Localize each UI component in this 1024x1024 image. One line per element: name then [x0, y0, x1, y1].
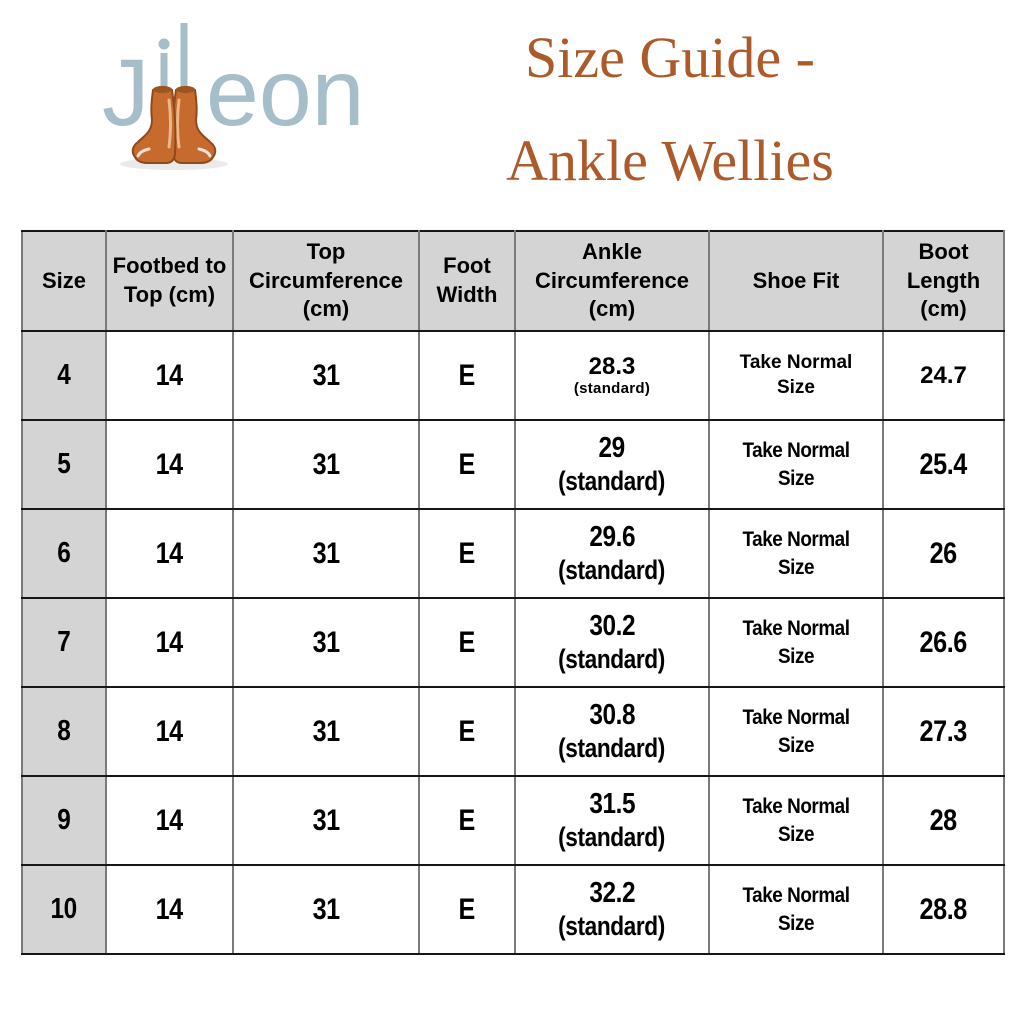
boot-length-cell: 26 [882, 508, 1005, 599]
size-cell: 5 [21, 419, 107, 510]
top-circumference-cell: 31 [232, 864, 420, 955]
top-circumference-cell: 31 [232, 686, 420, 777]
shoe-fit-cell: Take Normal Size [708, 419, 884, 510]
size-guide-table: Size Footbed to Top (cm) Top Circumferen… [21, 230, 1005, 955]
header-footbed-to-top: Footbed to Top (cm) [105, 230, 234, 332]
size-cell: 6 [21, 508, 107, 599]
foot-width-cell: E [418, 597, 516, 688]
top-circumference-cell: 31 [232, 330, 420, 421]
foot-width-cell: E [418, 775, 516, 866]
ankle-circumference-cell: 28.3 (standard) [514, 330, 710, 421]
table-row-size-6: 6 14 31 E 29.6 (standard) Take Normal Si… [21, 508, 1005, 599]
footbed-cell: 14 [105, 775, 234, 866]
top-circumference-cell: 31 [232, 419, 420, 510]
ankle-circumference-cell: 30.2 (standard) [514, 597, 710, 688]
header-size: Size [21, 230, 107, 332]
page-title-line1: Size Guide - [525, 25, 815, 90]
foot-width-cell: E [418, 330, 516, 421]
ankle-circumference-cell: 31.5 (standard) [514, 775, 710, 866]
left-boot-icon [131, 85, 177, 164]
table-row-size-10: 10 14 31 E 32.2 (standard) Take Normal S… [21, 864, 1005, 955]
shoe-fit-cell: Take Normal Size [708, 508, 884, 599]
size-cell: 4 [21, 330, 107, 421]
boot-length-cell: 25.4 [882, 419, 1005, 510]
foot-width-cell: E [418, 508, 516, 599]
boot-length-cell: 26.6 [882, 597, 1005, 688]
wellington-boots-icon [120, 85, 228, 170]
shoe-fit-cell: Take Normal Size [708, 864, 884, 955]
logo-letter-j: J [102, 40, 150, 146]
jileon-logo-graphic: J eon [102, 23, 365, 170]
foot-width-cell: E [418, 419, 516, 510]
top-circumference-cell: 31 [232, 597, 420, 688]
footbed-cell: 14 [105, 597, 234, 688]
header-foot-width: Foot Width [418, 230, 516, 332]
foot-width-cell: E [418, 864, 516, 955]
page-title-line2: Ankle Wellies [506, 128, 834, 193]
table-row-size-8: 8 14 31 E 30.8 (standard) Take Normal Si… [21, 686, 1005, 777]
table-row-size-7: 7 14 31 E 30.2 (standard) Take Normal Si… [21, 597, 1005, 688]
size-cell: 8 [21, 686, 107, 777]
logo-i-stem [160, 53, 168, 93]
size-cell: 9 [21, 775, 107, 866]
ankle-circumference-cell: 29.6 (standard) [514, 508, 710, 599]
top-circumference-cell: 31 [232, 508, 420, 599]
shoe-fit-cell: Take Normal Size [708, 775, 884, 866]
header-top-circumference: Top Circumference (cm) [232, 230, 420, 332]
footbed-cell: 14 [105, 508, 234, 599]
page-title: Size Guide - Ankle Wellies [385, 6, 955, 212]
boot-length-cell: 28 [882, 775, 1005, 866]
header-ankle-circumference: Ankle Circumference (cm) [514, 230, 710, 332]
ankle-circumference-cell: 30.8 (standard) [514, 686, 710, 777]
size-cell: 7 [21, 597, 107, 688]
shoe-fit-cell: Take Normal Size [708, 597, 884, 688]
shoe-fit-cell: Take Normal Size [708, 330, 884, 421]
footbed-cell: 14 [105, 686, 234, 777]
ankle-circumference-cell: 32.2 (standard) [514, 864, 710, 955]
size-cell: 10 [21, 864, 107, 955]
shoe-fit-cell: Take Normal Size [708, 686, 884, 777]
top-circumference-cell: 31 [232, 775, 420, 866]
ankle-circumference-cell: 29 (standard) [514, 419, 710, 510]
table-row-size-9: 9 14 31 E 31.5 (standard) Take Normal Si… [21, 775, 1005, 866]
table-row-size-5: 5 14 31 E 29 (standard) Take Normal Size… [21, 419, 1005, 510]
table-row-size-4: 4 14 31 E 28.3 (standard) Take Normal Si… [21, 330, 1005, 421]
footbed-cell: 14 [105, 864, 234, 955]
footbed-cell: 14 [105, 330, 234, 421]
jileon-logo: J eon [100, 20, 370, 175]
foot-width-cell: E [418, 686, 516, 777]
table-header-row: Size Footbed to Top (cm) Top Circumferen… [21, 230, 1005, 332]
boot-length-cell: 28.8 [882, 864, 1005, 955]
logo-letters-eon: eon [206, 40, 365, 146]
boot-length-cell: 27.3 [882, 686, 1005, 777]
boot-length-cell: 24.7 [882, 330, 1005, 421]
header-boot-length: Boot Length (cm) [882, 230, 1005, 332]
logo-l-stem [180, 23, 188, 93]
logo-i-dot [158, 38, 170, 50]
footbed-cell: 14 [105, 419, 234, 510]
header-shoe-fit: Shoe Fit [708, 230, 884, 332]
